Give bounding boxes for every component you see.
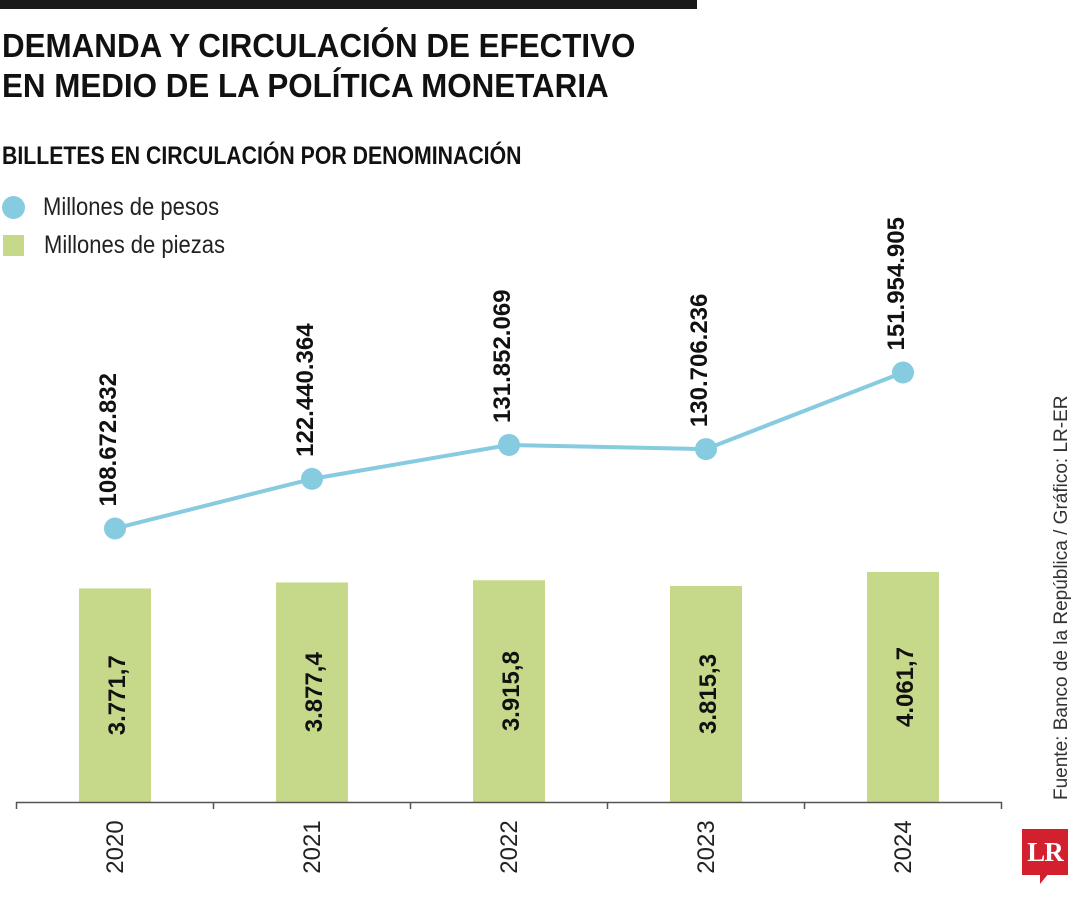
- chart-title-line-1: DEMANDA Y CIRCULACIÓN DE EFECTIVO: [2, 27, 636, 64]
- legend-item-piezas: Millones de piezas: [2, 226, 250, 264]
- bar-label-2021: 3.877,4: [301, 652, 328, 733]
- lr-logo: LR: [1022, 829, 1068, 875]
- bar-label-2022: 3.915,8: [498, 651, 525, 731]
- bar-2021: [276, 582, 348, 802]
- point-label-2024: 151.954.905: [883, 217, 910, 350]
- legend-swatch-pesos: [2, 195, 25, 219]
- chart-title-line-2: EN MEDIO DE LA POLÍTICA MONETARIA: [2, 67, 609, 104]
- chart-subtitle: BILLETES EN CIRCULACIÓN POR DENOMINACIÓN: [2, 142, 522, 170]
- source-note: Fuente: Banco de la República / Gráfico:…: [1051, 395, 1072, 800]
- point-2021: [301, 467, 323, 490]
- bar-2023: [670, 585, 742, 802]
- bar-2024: [867, 572, 939, 802]
- legend: Millones de pesos Millones de piezas: [2, 188, 250, 264]
- chart-title: DEMANDA Y CIRCULACIÓN DE EFECTIVO EN MED…: [2, 26, 635, 106]
- x-tick-label-2022: 2022: [496, 820, 523, 873]
- bar-label-2024: 4.061,7: [892, 647, 919, 727]
- point-label-2022: 131.852.069: [489, 289, 516, 422]
- legend-label-piezas: Millones de piezas: [44, 230, 225, 259]
- point-label-2021: 122.440.364: [292, 323, 319, 457]
- point-label-2023: 130.706.236: [686, 294, 713, 427]
- point-2023: [695, 438, 717, 461]
- legend-swatch-piezas: [3, 234, 24, 256]
- legend-item-pesos: Millones de pesos: [2, 188, 250, 226]
- bar-2022: [473, 580, 545, 802]
- point-label-2020: 108.672.832: [95, 373, 122, 506]
- legend-label-pesos: Millones de pesos: [43, 192, 220, 221]
- x-tick-label-2024: 2024: [890, 820, 917, 873]
- x-tick-label-2021: 2021: [299, 820, 326, 873]
- point-2022: [498, 433, 520, 456]
- x-tick-label-2023: 2023: [693, 820, 720, 873]
- point-2020: [104, 517, 126, 540]
- x-tick-label-2020: 2020: [102, 820, 129, 873]
- top-rule: [0, 0, 697, 9]
- point-2024: [892, 361, 914, 384]
- bar-label-2023: 3.815,3: [695, 654, 722, 734]
- bar-label-2020: 3.771,7: [104, 655, 131, 735]
- lr-logo-tail: [1040, 873, 1049, 884]
- bar-2020: [79, 588, 151, 802]
